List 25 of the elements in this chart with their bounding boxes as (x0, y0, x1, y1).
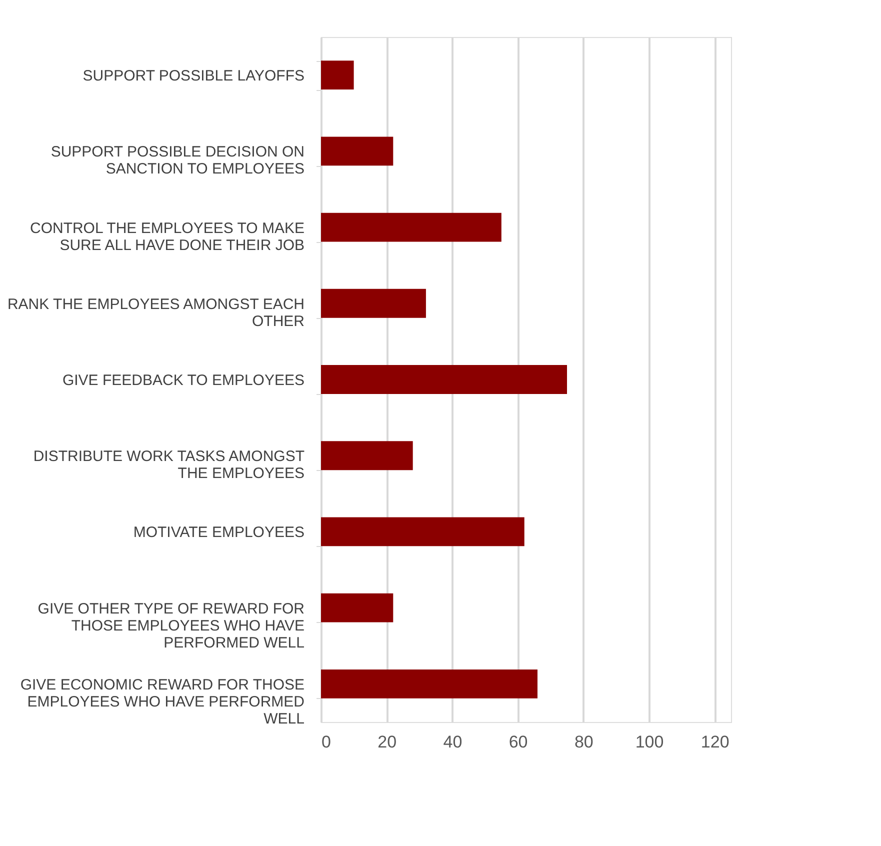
x-tick-label: 0 (322, 732, 331, 752)
y-tick-label: CONTROL THE EMPLOYEES TO MAKE SURE ALL HAVE DONE THEIR JOB (30, 220, 304, 254)
y-tick-label: DISTRIBUTE WORK TASKS AMONGST THE EMPLOYEES (33, 448, 304, 482)
bar (321, 669, 538, 698)
bar (321, 441, 413, 470)
bar (321, 212, 502, 242)
bar (321, 365, 567, 394)
bar (321, 136, 394, 166)
y-tick-label: GIVE FEEDBACK TO EMPLOYEES (62, 372, 304, 389)
x-tick-label: 100 (635, 732, 664, 752)
x-tick-label: 120 (700, 732, 730, 752)
x-tick-label: 60 (508, 732, 528, 752)
bar (321, 593, 394, 622)
y-tick-label: RANK THE EMPLOYEES AMONGST EACH OTHER (7, 296, 305, 330)
y-tick-label: GIVE ECONOMIC REWARD FOR THOSE EMPLOYEES WHO HAVE PERFORMED WELL (20, 676, 305, 728)
y-tick-label: GIVE OTHER TYPE OF REWARD FOR THOSE EMPLOYEES WHO HAVE PERFORMED WELL (38, 600, 305, 652)
x-tick-label: 20 (378, 732, 397, 752)
y-tick-label: SUPPORT POSSIBLE DECISION ON SANCTION TO EMPLOYEES (50, 144, 304, 178)
bar (321, 517, 524, 546)
y-tick-label: SUPPORT POSSIBLE LAYOFFS (82, 68, 304, 85)
y-tick-label: MOTIVATE EMPLOYEES (133, 524, 304, 542)
bar (321, 288, 426, 318)
x-tick-label: 40 (443, 732, 462, 752)
x-tick-label: 80 (574, 732, 594, 752)
bar (321, 60, 354, 90)
